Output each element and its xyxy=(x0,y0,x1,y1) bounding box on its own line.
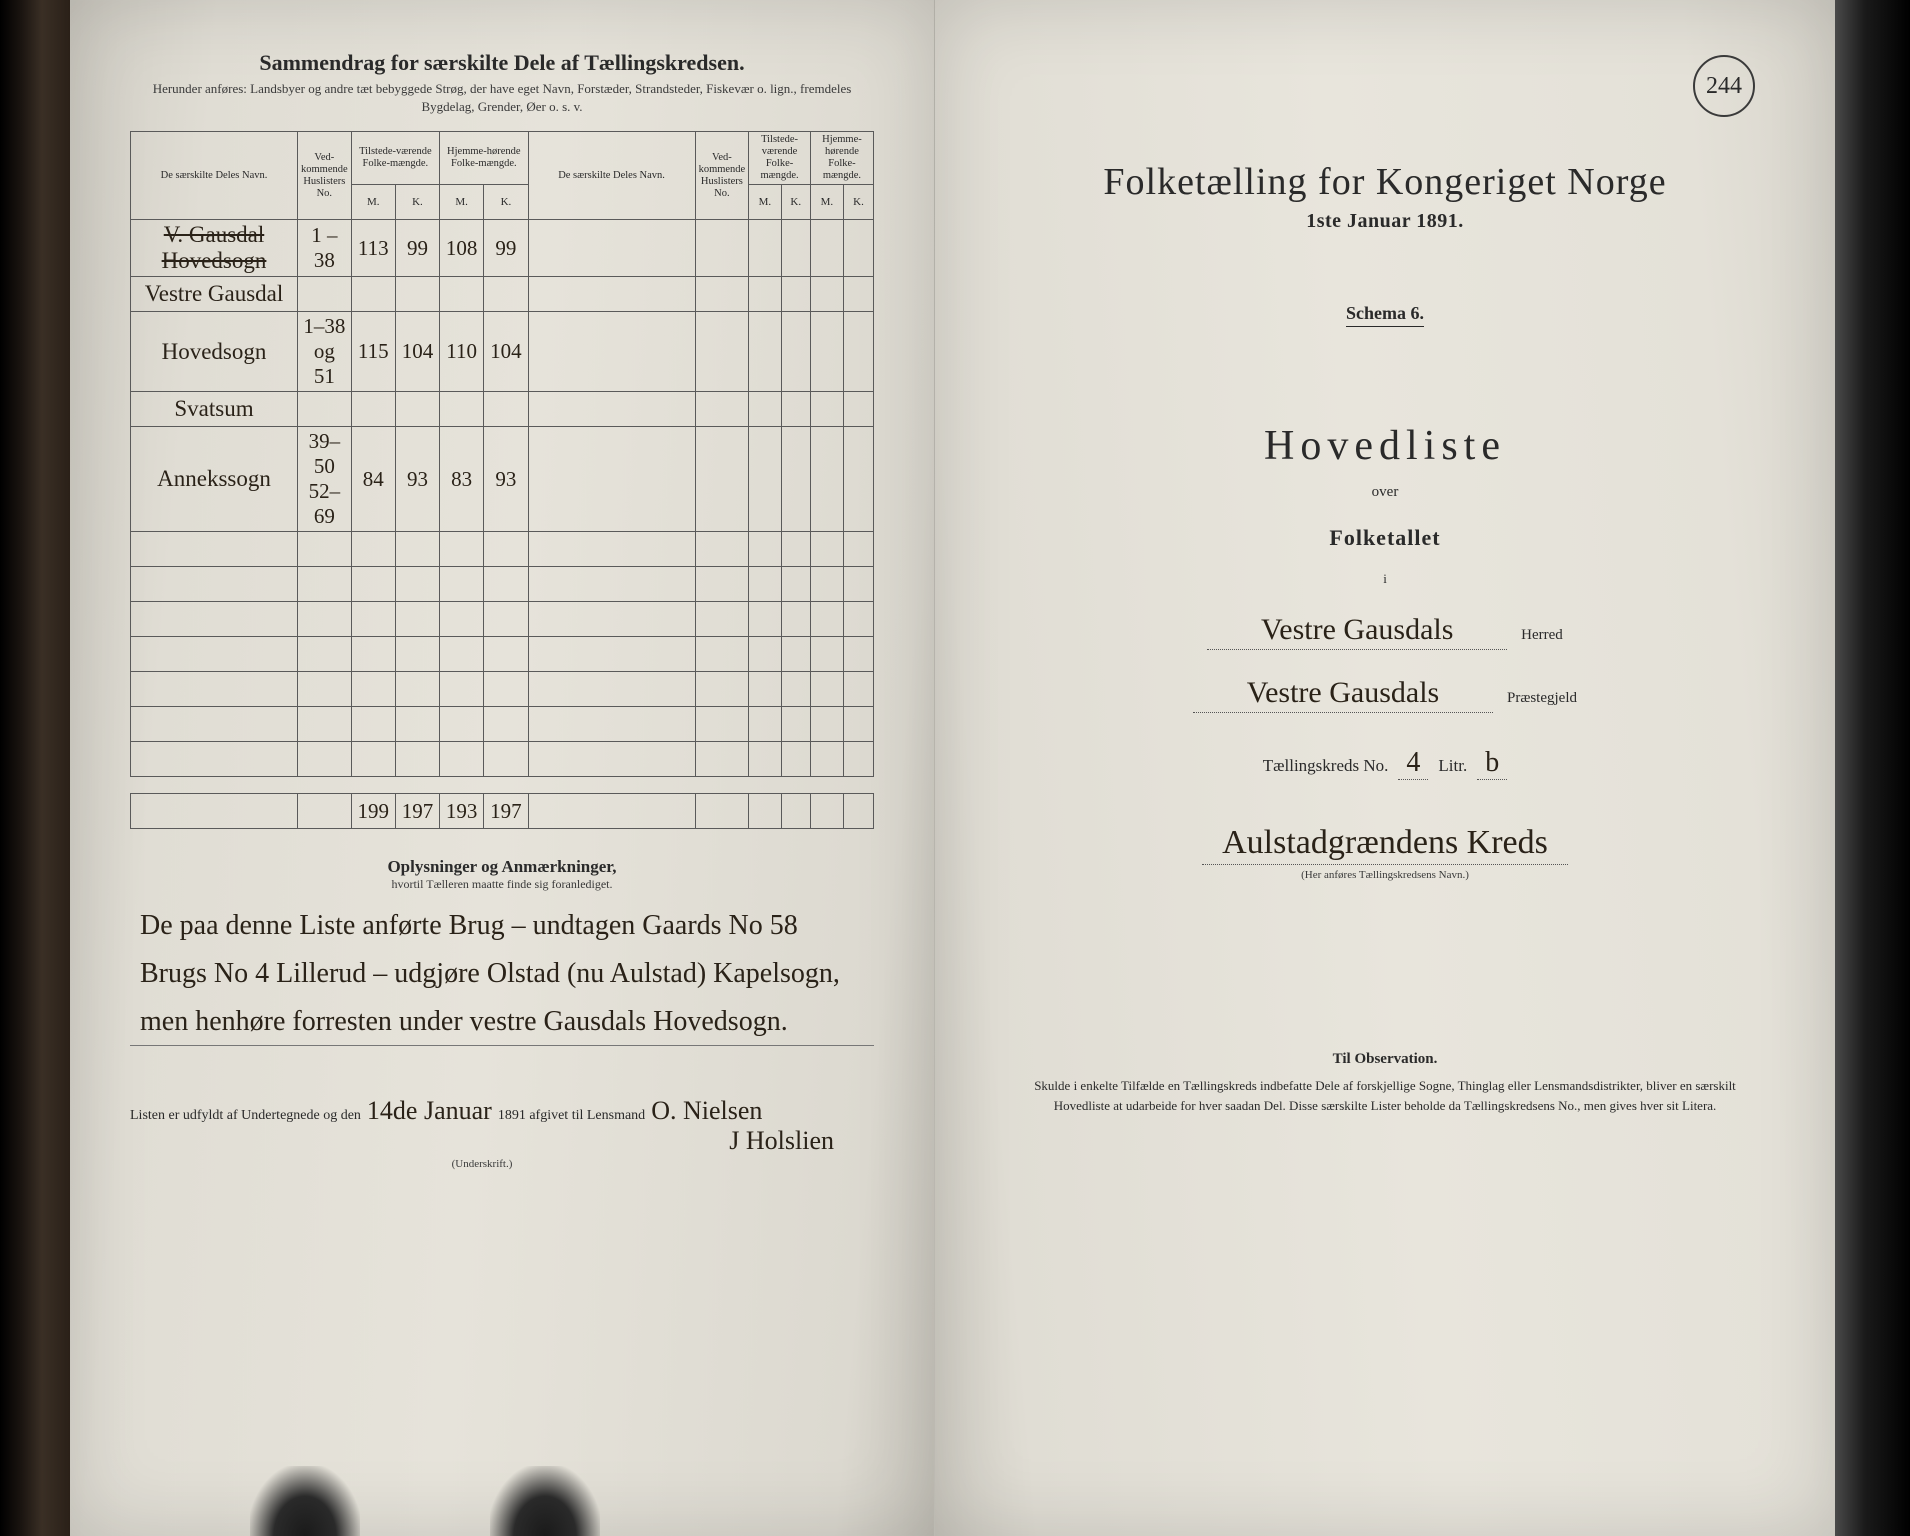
census-title: Folketælling for Kongeriget Norge xyxy=(1103,160,1666,204)
sig-name-2: J Holslien xyxy=(130,1126,834,1156)
col-navn-2: De særskilte Deles Navn. xyxy=(528,132,695,220)
table-row xyxy=(131,532,874,567)
i-label: i xyxy=(1383,571,1387,587)
table-row: Vestre Gausdal xyxy=(131,277,874,312)
table-row xyxy=(131,707,874,742)
table-row xyxy=(131,742,874,777)
table-row xyxy=(131,567,874,602)
table-row: Annekssogn39–50 52–6984938393 xyxy=(131,427,874,532)
col-hjemme: Hjemme-hørende Folke-mængde. xyxy=(440,132,529,185)
remarks-sub: hvortil Tælleren maatte finde sig foranl… xyxy=(130,877,874,892)
col-tilstede-2: Tilstede-værende Folke-mængde. xyxy=(749,132,811,185)
page-number-stamp: 244 xyxy=(1693,55,1755,117)
table-row xyxy=(131,602,874,637)
hovedliste: Hovedliste xyxy=(1264,422,1506,470)
schema-label: Schema 6. xyxy=(1346,303,1424,327)
observation-body: Skulde i enkelte Tilfælde en Tællingskre… xyxy=(1025,1076,1745,1115)
kreds-line: Tællingskreds No. 4 Litr. b xyxy=(1263,747,1507,780)
col-huslister-2: Ved-kommende Huslisters No. xyxy=(695,132,749,220)
sig-year: 1891 afgivet til Lensmand xyxy=(498,1108,645,1124)
praestegjeld-line: Vestre Gausdals Præstegjeld xyxy=(1193,676,1577,713)
left-title: Sammendrag for særskilte Dele af Tælling… xyxy=(130,50,874,76)
remarks-body: De paa denne Liste anførte Brug – undtag… xyxy=(130,902,874,1046)
kreds-name-sub: (Her anføres Tællingskredsens Navn.) xyxy=(1301,869,1469,881)
kreds-prefix: Tællingskreds No. xyxy=(1263,756,1389,776)
col-navn: De særskilte Deles Navn. xyxy=(131,132,298,220)
litr-label: Litr. xyxy=(1438,756,1467,776)
sig-under: (Underskrift.) xyxy=(130,1158,834,1170)
thumb-shadow xyxy=(490,1466,600,1536)
left-subtitle: Herunder anføres: Landsbyer og andre tæt… xyxy=(130,80,874,115)
herred-line: Vestre Gausdals Herred xyxy=(1207,613,1563,650)
col-m: M. xyxy=(440,185,484,220)
col-k: K. xyxy=(843,185,873,220)
col-k: K. xyxy=(484,185,528,220)
col-huslister: Ved-kommende Huslisters No. xyxy=(298,132,352,220)
over-label: over xyxy=(1372,484,1399,501)
sig-prefix: Listen er udfyldt af Undertegnede og den xyxy=(130,1108,361,1124)
book-spread: Sammendrag for særskilte Dele af Tælling… xyxy=(0,0,1910,1536)
col-k: K. xyxy=(395,185,439,220)
remarks-heading: Oplysninger og Anmærkninger, xyxy=(130,857,874,877)
col-m: M. xyxy=(351,185,395,220)
table-row xyxy=(131,672,874,707)
signature-line: Listen er udfyldt af Undertegnede og den… xyxy=(130,1096,874,1126)
col-hjemme-2: Hjemme-hørende Folke-mængde. xyxy=(810,132,873,185)
book-spine xyxy=(0,0,70,1536)
kreds-no: 4 xyxy=(1398,747,1428,780)
col-m: M. xyxy=(810,185,843,220)
left-page: Sammendrag for særskilte Dele af Tælling… xyxy=(70,0,935,1536)
sig-date: 14de Januar xyxy=(367,1096,492,1126)
observation-heading: Til Observation. xyxy=(1333,1051,1438,1068)
col-k: K. xyxy=(781,185,810,220)
thumb-shadow xyxy=(250,1466,360,1536)
right-page: 244 Folketælling for Kongeriget Norge 1s… xyxy=(935,0,1835,1536)
herred-label: Herred xyxy=(1521,627,1563,644)
table-row: Svatsum xyxy=(131,392,874,427)
totals-row: 199197193197 xyxy=(131,794,874,829)
col-tilstede: Tilstede-værende Folke-mængde. xyxy=(351,132,439,185)
herred-value: Vestre Gausdals xyxy=(1207,613,1507,650)
praestegjeld-label: Præstegjeld xyxy=(1507,690,1577,707)
table-row: V. Gausdal Hovedsogn1 – 381139910899 xyxy=(131,220,874,277)
census-date: 1ste Januar 1891. xyxy=(1306,210,1464,233)
table-row: Hovedsogn1–38 og 51115104110104 xyxy=(131,312,874,392)
praestegjeld-value: Vestre Gausdals xyxy=(1193,676,1493,713)
sig-name-1: O. Nielsen xyxy=(651,1096,762,1126)
litr-value: b xyxy=(1477,747,1507,780)
right-edge-shadow xyxy=(1835,0,1910,1536)
kreds-name: Aulstadgrændens Kreds xyxy=(1202,824,1568,865)
folketallet: Folketallet xyxy=(1329,525,1440,551)
census-table: De særskilte Deles Navn. Ved-kommende Hu… xyxy=(130,131,874,829)
col-m: M. xyxy=(749,185,781,220)
table-row xyxy=(131,637,874,672)
